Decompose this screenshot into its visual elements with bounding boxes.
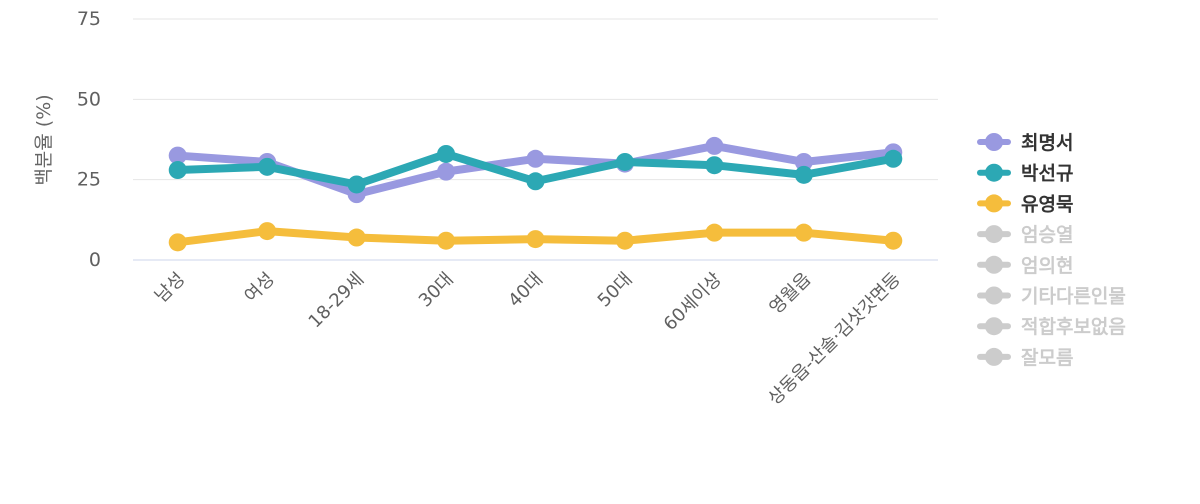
data-point[interactable] — [347, 228, 366, 247]
data-point[interactable] — [258, 157, 277, 176]
legend-swatch-marker — [985, 194, 1003, 213]
legend-label: 최명서 — [1021, 132, 1073, 154]
legend-item[interactable]: 잘모름 — [977, 347, 1073, 369]
y-axis-label: 백분율 (%) — [33, 94, 55, 185]
series-박선규 — [168, 144, 903, 194]
x-tick-label: 여성 — [240, 269, 278, 307]
x-tick-label: 영월읍 — [765, 269, 815, 319]
legend-label: 잘모름 — [1021, 347, 1073, 369]
legend-swatch-marker — [985, 163, 1003, 182]
data-point[interactable] — [526, 230, 545, 249]
data-point[interactable] — [437, 144, 456, 163]
data-point[interactable] — [705, 223, 724, 242]
legend-item[interactable]: 적합후보없음 — [977, 316, 1126, 338]
series-유영묵 — [168, 222, 903, 252]
data-point[interactable] — [526, 172, 545, 191]
legend-item[interactable]: 유영묵 — [977, 193, 1073, 215]
data-point[interactable] — [437, 231, 456, 250]
data-point[interactable] — [794, 165, 813, 184]
legend-label: 기타다른인물 — [1021, 286, 1126, 308]
legend-swatch-marker — [985, 286, 1003, 305]
data-point[interactable] — [168, 233, 187, 252]
data-point[interactable] — [437, 162, 456, 181]
x-tick-label: 18-29세 — [305, 269, 369, 333]
data-point[interactable] — [705, 156, 724, 175]
legend-label: 유영묵 — [1021, 193, 1073, 215]
x-tick-label: 50대 — [594, 269, 637, 312]
data-point[interactable] — [794, 223, 813, 242]
legend-swatch-marker — [985, 255, 1003, 274]
data-point[interactable] — [168, 146, 187, 165]
y-tick-label: 25 — [77, 169, 101, 191]
legend-item[interactable]: 최명서 — [977, 132, 1073, 154]
x-tick-label: 40대 — [504, 269, 547, 312]
series-lines — [168, 136, 903, 252]
legend-label: 박선규 — [1021, 163, 1073, 185]
x-tick-label: 남성 — [151, 269, 189, 307]
legend-label: 적합후보없음 — [1021, 316, 1126, 338]
x-tick-label: 30대 — [415, 269, 458, 312]
legend-swatch-marker — [985, 225, 1003, 244]
y-tick-label: 0 — [89, 249, 101, 271]
legend-swatch-marker — [985, 317, 1003, 336]
data-point[interactable] — [705, 136, 724, 155]
legend-item[interactable]: 엄승열 — [977, 224, 1073, 246]
data-point[interactable] — [168, 161, 187, 180]
grid-lines — [133, 18, 938, 261]
legend-item[interactable]: 박선규 — [977, 163, 1073, 185]
data-point[interactable] — [884, 149, 903, 168]
x-tick-label: 60세이상 — [660, 269, 726, 335]
data-point[interactable] — [794, 152, 813, 171]
data-point[interactable] — [615, 152, 634, 171]
legend-label: 엄의현 — [1021, 255, 1073, 277]
legend-item[interactable]: 엄의현 — [977, 255, 1073, 277]
y-axis-ticks: 0 25 50 75 — [77, 8, 101, 271]
data-point[interactable] — [884, 231, 903, 250]
legend-swatch-marker — [985, 133, 1003, 151]
data-point[interactable] — [347, 175, 366, 194]
data-point[interactable] — [526, 149, 545, 168]
data-point[interactable] — [615, 231, 634, 250]
legend-item[interactable]: 기타다른인물 — [977, 286, 1126, 308]
legend-label: 엄승열 — [1021, 224, 1073, 246]
y-tick-label: 50 — [77, 88, 101, 110]
y-tick-label: 75 — [77, 8, 101, 30]
legend-swatch-marker — [985, 347, 1003, 366]
data-point[interactable] — [258, 222, 277, 241]
